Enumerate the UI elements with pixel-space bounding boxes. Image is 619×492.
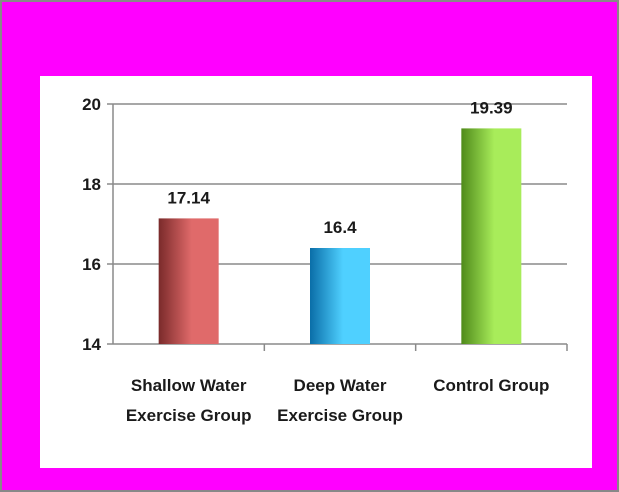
y-tick-label-20: 20 [82,95,101,114]
bar-2 [461,128,522,344]
bar-0 [158,218,219,344]
data-label-1: 16.4 [323,218,357,237]
bar-chart: 14 16 18 20 17.14 Shallow Water Exercise Group… [82,95,568,425]
bar-1 [310,248,370,344]
data-label-0: 17.14 [167,188,210,207]
category-label-0-0: Shallow Water [131,376,247,395]
data-label-2: 19.39 [470,98,513,117]
category-label-1-1: Exercise Group [277,406,403,425]
category-label-1-0: Deep Water [294,376,387,395]
plot-card: 14 16 18 20 17.14 Shallow Water Exercise Group… [40,76,592,468]
category-label-0-1: Exercise Group [126,406,252,425]
y-tick-label-16: 16 [82,255,101,274]
category-label-2-0: Control Group [433,376,549,395]
y-tick-label-18: 18 [82,175,101,194]
y-tick-label-14: 14 [82,335,101,354]
